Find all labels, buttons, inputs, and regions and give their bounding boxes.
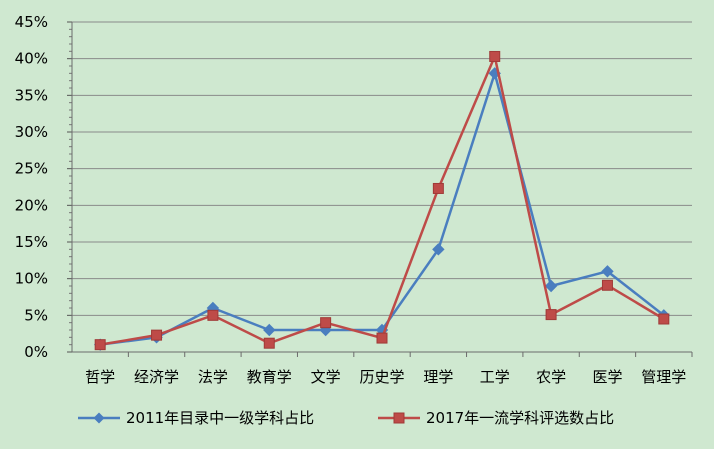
data-point bbox=[263, 337, 275, 349]
gridlines bbox=[72, 21, 692, 316]
x-tick-label: 经济学 bbox=[134, 368, 179, 386]
y-tick-label: 0% bbox=[24, 343, 48, 361]
x-tick-label: 教育学 bbox=[247, 368, 292, 386]
y-tick-labels: 0% 5% 10% 15% 20% 25% 30% 35% 40% 45% bbox=[15, 13, 48, 361]
data-point bbox=[376, 332, 388, 344]
legend-label: 2017年一流学科评选数占比 bbox=[426, 409, 614, 427]
y-tick-label: 25% bbox=[15, 160, 48, 178]
x-tick-label: 哲学 bbox=[85, 368, 115, 386]
data-point bbox=[545, 309, 557, 321]
data-point bbox=[601, 265, 614, 278]
y-tick-label: 10% bbox=[15, 270, 48, 288]
data-point bbox=[432, 243, 445, 256]
y-tick-label: 20% bbox=[15, 196, 48, 214]
legend: 2011年目录中一级学科占比 2017年一流学科评选数占比 bbox=[78, 409, 614, 427]
data-point bbox=[320, 317, 332, 329]
x-tick-label: 医学 bbox=[592, 368, 622, 386]
data-point bbox=[151, 329, 163, 341]
data-point bbox=[432, 182, 444, 194]
y-tick-label: 35% bbox=[15, 86, 48, 104]
legend-marker-square bbox=[393, 412, 405, 424]
x-tick-label: 文学 bbox=[311, 368, 341, 386]
data-point bbox=[489, 50, 501, 62]
data-point bbox=[544, 279, 558, 293]
x-tick-label: 工学 bbox=[480, 368, 510, 386]
x-tick-label: 法学 bbox=[198, 368, 228, 386]
data-point bbox=[207, 309, 219, 321]
data-point bbox=[601, 279, 613, 291]
x-tick-label: 农学 bbox=[536, 368, 566, 386]
y-tick-label: 40% bbox=[15, 50, 48, 68]
x-tick-labels: 哲学 经济学 法学 教育学 文学 历史学 理学 工学 农学 医学 管理学 bbox=[85, 368, 686, 386]
x-tick-label: 历史学 bbox=[359, 368, 404, 386]
axes bbox=[67, 21, 693, 357]
series-line-1 bbox=[100, 72, 665, 346]
data-point bbox=[94, 339, 106, 351]
x-tick-label: 管理学 bbox=[641, 368, 686, 386]
y-tick-label: 15% bbox=[15, 233, 48, 251]
legend-label: 2011年目录中一级学科占比 bbox=[126, 409, 314, 427]
legend-marker-diamond bbox=[93, 412, 105, 424]
series-line-2 bbox=[99, 55, 665, 346]
y-tick-label: 30% bbox=[15, 123, 48, 141]
series-group bbox=[93, 50, 671, 351]
y-tick-label: 5% bbox=[24, 306, 48, 324]
x-tick-label: 理学 bbox=[423, 368, 453, 386]
data-point bbox=[658, 313, 670, 325]
data-point bbox=[263, 323, 276, 337]
y-tick-label: 45% bbox=[15, 13, 48, 31]
